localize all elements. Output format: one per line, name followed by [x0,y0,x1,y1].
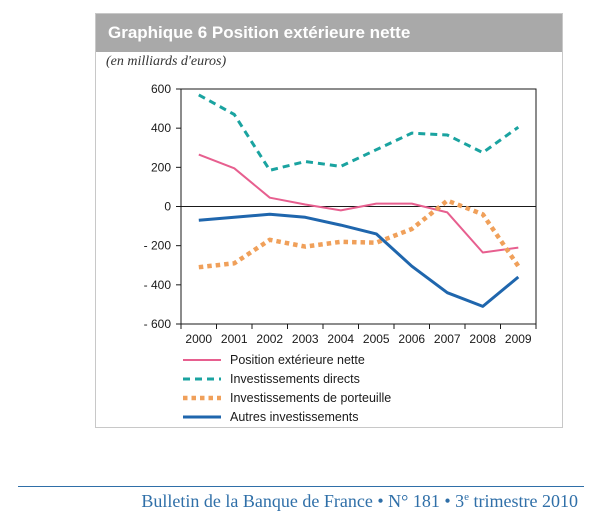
legend-label-3: Investissements de porteuille [230,391,391,405]
y-tick-label: 0 [164,200,171,214]
x-tick-label: 2008 [469,332,496,346]
footer-text: Bulletin de la Banque de France • N° 181… [141,491,578,511]
series-line-1 [198,153,519,254]
x-tick-label: 2000 [185,332,212,346]
legend-label-1: Position extérieure nette [230,353,365,367]
x-tick-label: 2006 [398,332,425,346]
x-tick-label: 2003 [292,332,319,346]
x-tick-label: 2007 [434,332,461,346]
chart-panel: Graphique 6 Position extérieure nette (e… [95,13,563,428]
y-tick-label: - 400 [144,278,172,292]
chart-title: Graphique 6 Position extérieure nette [96,14,562,52]
y-tick-label: 400 [151,121,171,135]
legend-label-4: Autres investissements [230,410,359,424]
x-tick-label: 2009 [505,332,532,346]
y-tick-label: - 200 [144,239,172,253]
x-tick-label: 2004 [327,332,354,346]
x-tick-label: 2002 [256,332,283,346]
footer-bar: Bulletin de la Banque de France • N° 181… [18,486,584,517]
y-tick-label: 600 [151,82,171,96]
series-line-3 [198,198,521,270]
x-tick-label: 2001 [221,332,248,346]
x-tick-label: 2005 [363,332,390,346]
series-line-2 [198,93,520,172]
unit-label: (en milliards d'euros) [106,54,227,69]
y-tick-label: 200 [151,160,171,174]
series-line-4 [198,212,520,308]
y-tick-label: - 600 [144,317,172,331]
legend-label-2: Investissements directs [230,372,360,386]
